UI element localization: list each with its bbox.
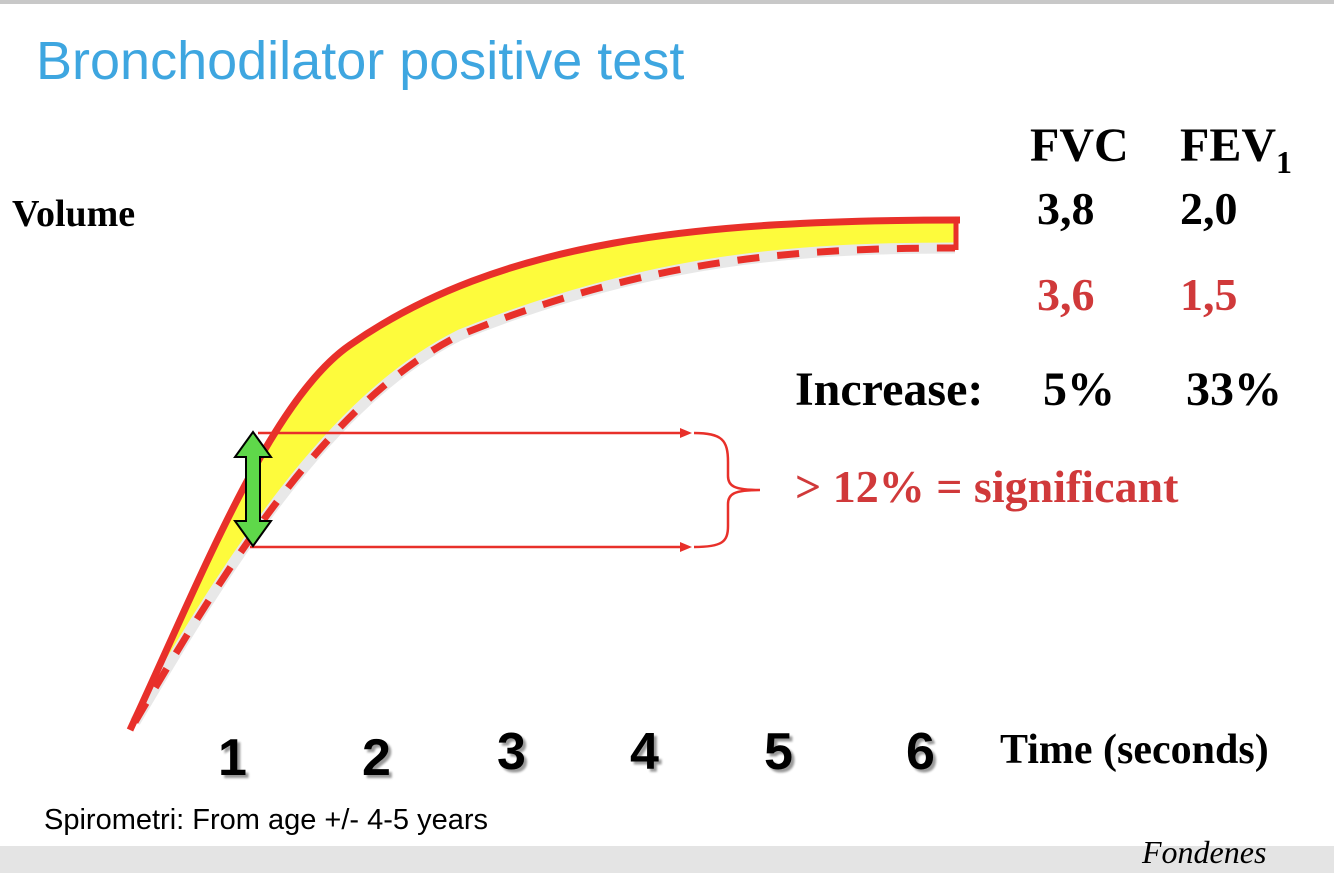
x-tick-2: 2 — [362, 729, 391, 787]
upper-arrow-head — [680, 428, 692, 438]
fev1-increase-value: 33% — [1186, 363, 1282, 416]
y-axis-label: Volume — [12, 193, 136, 235]
pre-bronchodilator-curve — [131, 244, 956, 724]
fev1-after-value: 2,0 — [1180, 183, 1238, 234]
footnote: Spirometri: From age +/- 4-5 years — [44, 804, 489, 836]
increase-label: Increase: — [795, 363, 984, 416]
x-tick-3: 3 — [497, 723, 526, 781]
lower-arrow-head — [680, 542, 692, 552]
fev1-before-value: 1,5 — [1180, 269, 1238, 320]
x-axis-label: Time (seconds) — [1000, 727, 1269, 773]
green-double-arrow — [233, 430, 273, 548]
footer-logo-text: Fondenes — [1142, 834, 1267, 870]
x-tick-5: 5 — [764, 723, 793, 781]
x-tick-4: 4 — [630, 723, 659, 781]
top-border — [0, 0, 1334, 4]
fev1-header: FEV1 — [1180, 119, 1292, 180]
fvc-after-value: 3,8 — [1037, 183, 1095, 234]
significance-annotation: > 12% = significant — [795, 461, 1179, 512]
fvc-increase-value: 5% — [1043, 363, 1115, 416]
footer-bar — [0, 846, 1334, 873]
x-tick-6: 6 — [906, 723, 935, 781]
slide-title: Bronchodilator positive test — [36, 31, 685, 91]
x-tick-1: 1 — [218, 729, 247, 787]
post-bronchodilator-curve — [126, 216, 961, 732]
curly-brace — [693, 431, 761, 549]
fvc-before-value: 3,6 — [1037, 269, 1095, 320]
fvc-header: FVC — [1030, 119, 1129, 172]
